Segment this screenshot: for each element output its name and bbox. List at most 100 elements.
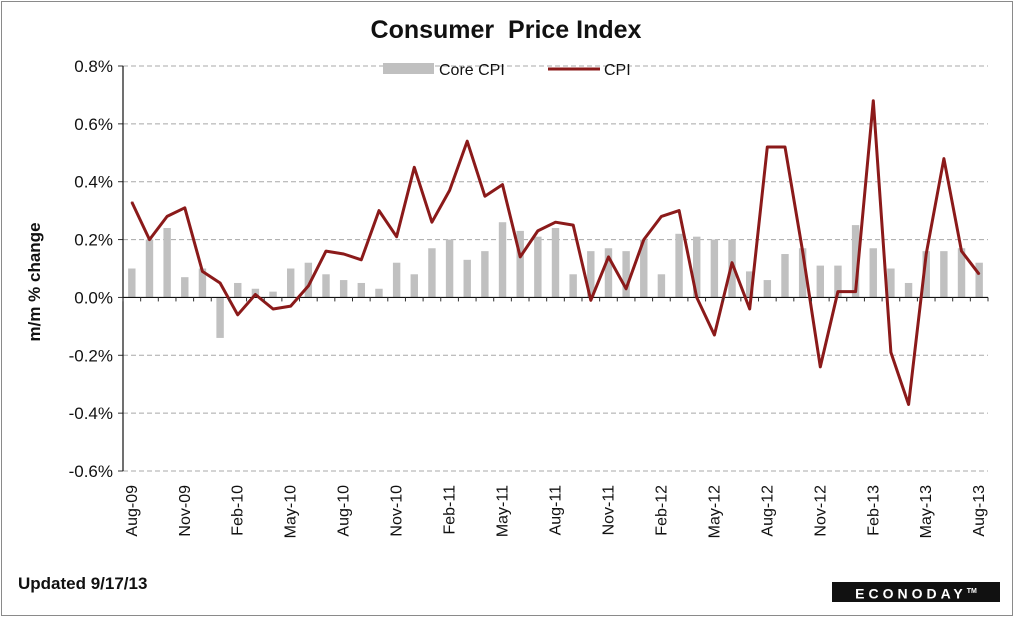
x-tick-label: Feb-12 [653, 485, 670, 536]
x-tick-label: May-13 [918, 485, 935, 538]
x-tick-label: Aug-10 [336, 485, 353, 537]
core-cpi-bar [887, 268, 895, 298]
cpi-point [396, 236, 398, 238]
cpi-point [925, 253, 927, 255]
core-cpi-bar [463, 259, 471, 298]
core-cpi-bar [622, 251, 630, 298]
core-cpi-bar [304, 262, 313, 298]
cpi-point [643, 238, 645, 241]
cpi-point [272, 308, 274, 310]
cpi-point [290, 305, 292, 307]
cpi-point [343, 253, 345, 255]
core-cpi-bar [339, 280, 348, 298]
core-cpi-bar [234, 282, 242, 298]
y-tick-label: -0.2% [69, 346, 113, 365]
cpi-point [166, 215, 168, 218]
cpi-point [872, 100, 874, 102]
x-tick-label: May-11 [495, 485, 512, 537]
cpi-point [749, 308, 751, 310]
cpi-point [484, 195, 486, 197]
core-cpi-bar [569, 274, 577, 298]
cpi-point [413, 166, 415, 168]
y-tick-label: -0.6% [69, 462, 113, 481]
cpi-point [237, 314, 239, 316]
grid-lines [123, 65, 988, 472]
cpi-point [890, 351, 892, 353]
core-cpi-bar [410, 274, 418, 298]
core-cpi-bar [940, 251, 948, 298]
y-tick-label: -0.4% [69, 404, 113, 423]
cpi-point [554, 221, 557, 223]
core-cpi-bar [357, 282, 366, 298]
core-cpi-bar [534, 236, 542, 298]
x-tick-label: Nov-11 [601, 485, 618, 535]
core-cpi-bar [375, 288, 383, 298]
logo-tm: TM [966, 588, 977, 595]
core-cpi-bar [587, 251, 595, 298]
core-cpi-bar [798, 248, 807, 298]
core-cpi-bar [781, 254, 789, 298]
cpi-point [802, 250, 804, 252]
legend: Core CPI CPI [383, 62, 631, 79]
cpi-point [907, 403, 910, 406]
core-cpi-bar [693, 236, 701, 298]
cpi-point [837, 291, 839, 293]
y-tick-label: 0.4% [74, 173, 113, 192]
cpi-point [219, 282, 221, 284]
cpi-point [378, 210, 380, 212]
y-tick-label: 0.8% [74, 57, 113, 76]
y-tick-labels: 0.8% 0.6% 0.4% 0.2% 0.0% -0.2% -0.4% -0.6% [69, 57, 123, 481]
core-cpi-bar [198, 268, 207, 298]
core-cpi-bar [445, 239, 454, 298]
x-tick-label: Aug-11 [548, 485, 565, 536]
cpi-line [130, 99, 981, 406]
x-tick-label: Feb-11 [442, 485, 459, 535]
cpi-point [201, 270, 204, 272]
core-cpi-bar [834, 265, 842, 298]
x-tick-label: Feb-13 [865, 485, 882, 536]
cpi-point [307, 285, 309, 287]
x-tick-labels: Aug-09 Nov-09 Feb-10 May-10 Aug-10 Nov-10 Feb-… [122, 297, 989, 538]
cpi-point [360, 259, 362, 261]
core-cpi-bar [181, 277, 189, 298]
cpi-point [713, 334, 715, 336]
core-cpi-bar [516, 230, 524, 298]
cpi-point [254, 293, 256, 296]
core-cpi-bar [851, 225, 860, 298]
core-cpi-bar [604, 248, 613, 298]
core-cpi-bar [322, 274, 330, 298]
y-tick-label: 0.6% [74, 115, 113, 134]
core-cpi-bar [428, 248, 436, 298]
core-cpi-bar [710, 239, 719, 298]
x-tick-label: Feb-10 [230, 485, 247, 536]
cpi-point [325, 250, 327, 252]
x-tick-label: Aug-09 [124, 485, 141, 537]
core-cpi-bar [551, 228, 560, 298]
cpi-point [678, 210, 680, 212]
x-tick-label: Nov-10 [389, 485, 406, 537]
core-cpi-bar [922, 251, 930, 298]
core-cpi-bar [816, 265, 825, 298]
cpi-point [943, 157, 945, 160]
cpi-point [448, 189, 451, 191]
core-cpi-bar [869, 248, 877, 298]
y-tick-label: 0.2% [74, 231, 113, 250]
cpi-point [519, 256, 521, 258]
core-cpi-bar [957, 248, 966, 298]
x-tick-label: Nov-12 [812, 485, 829, 537]
cpi-point [431, 221, 433, 223]
chart-title: Consumer Price Index [370, 16, 642, 44]
core-cpi-bar [163, 228, 171, 298]
core-cpi-bar [498, 222, 507, 298]
cpi-point [696, 296, 698, 299]
legend-core-cpi-swatch [383, 63, 434, 74]
cpi-point [731, 262, 733, 264]
core-cpi-bar [745, 271, 754, 298]
x-tick-label: May-10 [283, 485, 300, 538]
cpi-point [466, 140, 468, 142]
core-cpi-bar [904, 282, 913, 298]
core-cpi-bar [392, 262, 401, 298]
updated-date: Updated 9/17/13 [18, 574, 148, 593]
core-cpi-bar [975, 262, 983, 298]
